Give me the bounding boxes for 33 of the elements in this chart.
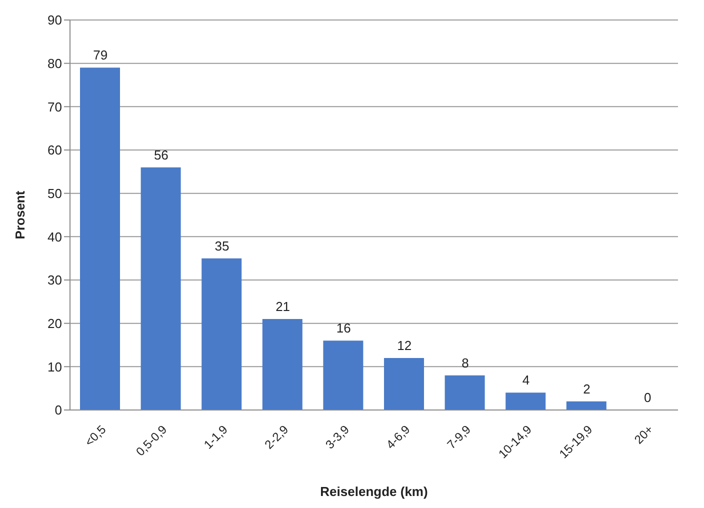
bar bbox=[384, 358, 424, 410]
data-label: 8 bbox=[462, 355, 469, 370]
data-label: 0 bbox=[644, 390, 652, 405]
data-label: 4 bbox=[522, 372, 530, 388]
data-label: 21 bbox=[276, 299, 290, 314]
y-tick-label: 40 bbox=[48, 229, 62, 244]
data-label: 12 bbox=[397, 338, 412, 353]
y-tick-label: 80 bbox=[48, 56, 62, 71]
x-tick-label: <0,5 bbox=[82, 422, 109, 450]
y-tick-label: 10 bbox=[48, 359, 62, 374]
bar bbox=[444, 375, 485, 410]
data-label: 79 bbox=[93, 48, 108, 63]
data-label: 56 bbox=[154, 147, 168, 162]
data-label: 35 bbox=[214, 238, 230, 254]
data-label: 16 bbox=[336, 320, 351, 336]
y-tick-label: 90 bbox=[48, 12, 62, 28]
x-tick-label: 20+ bbox=[632, 422, 656, 447]
y-tick-label: 60 bbox=[48, 142, 62, 158]
y-tick-label: 0 bbox=[54, 402, 62, 418]
y-tick-label: 70 bbox=[48, 99, 62, 114]
y-axis-title: Prosent bbox=[12, 190, 28, 240]
y-tick-label: 20 bbox=[48, 316, 62, 331]
bar bbox=[80, 68, 120, 410]
data-label: 2 bbox=[583, 381, 590, 396]
bar bbox=[506, 392, 546, 410]
y-tick-label: 30 bbox=[48, 272, 62, 288]
x-axis-title: Reiselengde (km) bbox=[320, 484, 428, 499]
bar bbox=[262, 319, 302, 410]
bar bbox=[566, 401, 606, 410]
bar bbox=[202, 258, 242, 410]
bar bbox=[323, 340, 364, 410]
bar bbox=[140, 167, 181, 410]
y-tick-label: 50 bbox=[48, 186, 62, 201]
